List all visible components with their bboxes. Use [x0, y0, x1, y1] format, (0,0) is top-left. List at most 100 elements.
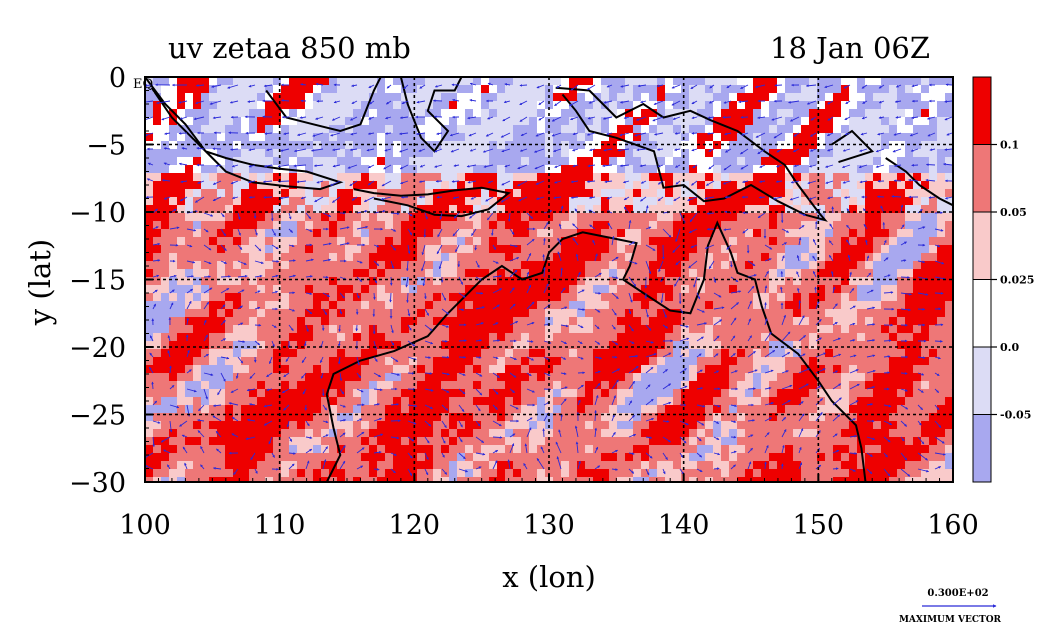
field-cell: [785, 85, 794, 94]
field-cell: [513, 405, 522, 414]
field-cell: [617, 109, 626, 118]
field-cell: [761, 309, 770, 318]
field-cell: [289, 301, 298, 310]
field-cell: [489, 285, 498, 294]
field-cell: [313, 349, 322, 358]
field-cell: [713, 261, 722, 270]
field-cell: [601, 181, 610, 190]
field-cell: [417, 109, 426, 118]
field-cell: [393, 349, 402, 358]
field-cell: [297, 341, 306, 350]
field-cell: [937, 205, 946, 214]
field-cell: [601, 277, 610, 286]
field-cell: [217, 453, 226, 462]
field-cell: [273, 149, 282, 158]
field-cell: [721, 141, 730, 150]
field-cell: [705, 221, 714, 230]
field-cell: [705, 381, 714, 390]
field-cell: [745, 205, 754, 214]
field-cell: [441, 197, 450, 206]
field-cell: [209, 469, 218, 478]
field-cell: [665, 277, 674, 286]
field-cell: [265, 389, 274, 398]
field-cell: [745, 141, 754, 150]
field-cell: [737, 101, 746, 110]
field-cell: [161, 125, 170, 134]
field-cell: [417, 189, 426, 198]
field-cell: [609, 253, 618, 262]
field-cell: [313, 333, 322, 342]
field-cell: [841, 173, 850, 182]
field-cell: [465, 165, 474, 174]
field-cell: [945, 237, 953, 246]
field-cell: [713, 269, 722, 278]
field-cell: [633, 405, 642, 414]
field-cell: [321, 125, 330, 134]
field-cell: [713, 421, 722, 430]
field-cell: [537, 453, 546, 462]
field-cell: [145, 229, 154, 238]
field-cell: [145, 285, 154, 294]
field-cell: [145, 373, 154, 382]
field-cell: [785, 437, 794, 446]
field-cell: [489, 277, 498, 286]
field-cell: [801, 421, 810, 430]
field-cell: [449, 301, 458, 310]
field-cell: [217, 325, 226, 334]
field-cell: [849, 261, 858, 270]
field-cell: [913, 269, 922, 278]
field-cell: [409, 189, 418, 198]
field-cell: [721, 101, 730, 110]
field-cell: [169, 413, 178, 422]
field-cell: [785, 357, 794, 366]
field-cell: [825, 453, 834, 462]
field-cell: [649, 269, 658, 278]
field-cell: [681, 269, 690, 278]
field-cell: [473, 93, 482, 102]
field-cell: [321, 149, 330, 158]
field-cell: [857, 349, 866, 358]
field-cell: [233, 165, 242, 174]
field-cell: [545, 461, 554, 470]
field-cell: [833, 277, 842, 286]
field-cell: [761, 261, 770, 270]
field-cell: [665, 253, 674, 262]
field-cell: [225, 261, 234, 270]
field-cell: [529, 277, 538, 286]
field-cell: [729, 333, 738, 342]
field-cell: [649, 293, 658, 302]
field-cell: [505, 325, 514, 334]
field-cell: [489, 357, 498, 366]
field-cell: [241, 293, 250, 302]
field-cell: [825, 133, 834, 142]
field-cell: [697, 341, 706, 350]
field-cell: [897, 197, 906, 206]
field-cell: [913, 141, 922, 150]
field-cell: [873, 197, 882, 206]
field-cell: [449, 437, 458, 446]
field-cell: [929, 197, 938, 206]
field-cell: [873, 405, 882, 414]
field-cell: [217, 237, 226, 246]
field-cell: [873, 349, 882, 358]
field-cell: [929, 453, 938, 462]
field-cell: [825, 437, 834, 446]
field-cell: [537, 381, 546, 390]
field-cell: [153, 125, 162, 134]
field-cell: [753, 197, 762, 206]
field-cell: [441, 253, 450, 262]
field-cell: [337, 437, 346, 446]
field-cell: [929, 149, 938, 158]
field-cell: [745, 221, 754, 230]
field-cell: [401, 253, 410, 262]
field-cell: [249, 173, 258, 182]
field-cell: [321, 109, 330, 118]
field-cell: [233, 461, 242, 470]
field-cell: [769, 85, 778, 94]
field-cell: [553, 341, 562, 350]
field-cell: [473, 261, 482, 270]
field-cell: [305, 285, 314, 294]
field-cell: [297, 461, 306, 470]
field-cell: [849, 165, 858, 174]
field-cell: [785, 389, 794, 398]
